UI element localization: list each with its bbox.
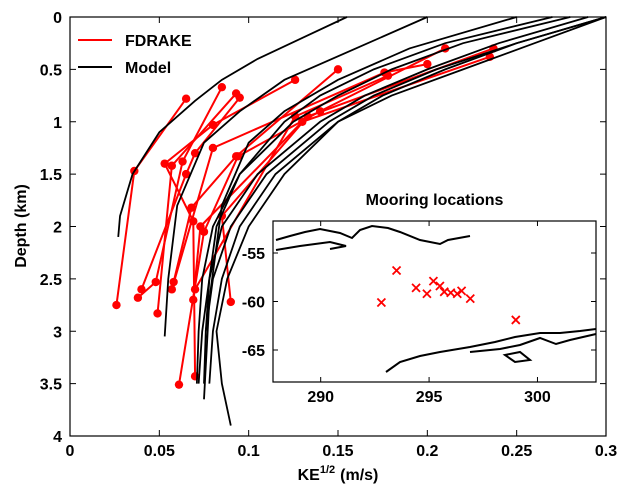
profile-line: [197, 16, 589, 384]
profile-point: [178, 157, 187, 166]
x-tick-label: 0.15: [322, 443, 353, 460]
profile-point: [290, 75, 300, 85]
profile-point: [137, 285, 146, 294]
profile-point: [153, 309, 162, 318]
y-tick-label: -60: [242, 295, 265, 312]
y-tick-label: 3: [53, 324, 62, 341]
plot-frame: [69, 16, 607, 437]
inset-title: Mooring locations: [366, 192, 504, 209]
x-tick-label: 0.05: [144, 443, 175, 460]
coastline-north: [275, 240, 347, 251]
profile-line: [140, 97, 241, 290]
mooring-marker: [422, 289, 432, 299]
y-tick-label: 2: [53, 220, 62, 237]
profile-line: [203, 16, 517, 400]
profile-point: [112, 300, 121, 310]
x-axis-label: KE1/2 (m/s): [298, 464, 379, 484]
coastline: [275, 224, 597, 373]
profile-point: [187, 203, 196, 212]
mooring-marker: [391, 265, 402, 276]
y-tick-label: 1: [53, 115, 62, 132]
x-tick-label: 0.2: [416, 443, 438, 460]
y-tick-label: -55: [242, 246, 265, 263]
mooring-marker: [452, 289, 462, 299]
y-axis-label: Depth (km): [13, 184, 30, 268]
legend-label: FDRAKE: [125, 33, 192, 50]
legend-label: Model: [125, 60, 171, 77]
profile-point: [167, 161, 177, 170]
profile-line: [172, 68, 339, 283]
mooring-marker: [376, 297, 387, 308]
x-tick-label: 295: [416, 389, 443, 406]
profile-point: [383, 71, 393, 80]
mooring-marker: [435, 281, 445, 291]
profile-point: [333, 65, 343, 74]
profile-point: [199, 227, 209, 236]
profile-point: [174, 380, 184, 389]
profile-point: [423, 59, 432, 69]
mooring-marker: [456, 286, 467, 296]
x-tick-label: 290: [307, 389, 334, 406]
y-tick-label: 0: [53, 10, 62, 27]
profile-point: [181, 94, 191, 103]
profile-point: [208, 143, 218, 153]
profile-point: [190, 148, 200, 158]
y-tick-label: 1.5: [40, 167, 62, 184]
main-plot: 0 0.05 0.1 0.15 0.2 0.25 0.3 0 0.5 1 1.5 2 2.5 3 3.5 4 F…: [13, 10, 617, 484]
inset-background: [273, 221, 596, 382]
x-tick-label: 0: [66, 443, 75, 460]
profile-point: [181, 169, 191, 179]
x-tick-label: 0.3: [595, 443, 617, 460]
inset-frame: [272, 220, 597, 383]
profile-point: [169, 277, 178, 287]
profile-point: [167, 285, 177, 294]
profile-point: [217, 82, 227, 92]
coastline-south: [469, 333, 597, 353]
profile-line: [195, 16, 571, 384]
coastline-south: [502, 350, 533, 364]
x-tick-label: 0.1: [238, 443, 260, 460]
profile-line: [215, 16, 607, 426]
y-tick-label: 3.5: [40, 377, 62, 394]
profile-point: [315, 107, 325, 116]
x-tick-label: 0.25: [501, 443, 532, 460]
profile-point: [151, 277, 160, 287]
y-tick-label: 2.5: [40, 272, 62, 289]
profile-point: [235, 93, 244, 102]
y-tick-label: -65: [242, 343, 265, 360]
mooring-marker: [465, 293, 475, 304]
profile-point: [160, 159, 169, 168]
profile-line: [137, 86, 223, 299]
profile-point: [133, 293, 143, 302]
profile-point: [190, 285, 200, 294]
x-tick-label: 300: [524, 389, 551, 406]
y-tick-label: 0.5: [40, 62, 62, 79]
mooring-marker: [439, 287, 449, 297]
inset-plot: 290 295 300 -55 -60 -65 Mooring locations: [242, 192, 597, 406]
profile-line: [208, 16, 607, 384]
profile-line: [163, 16, 428, 337]
mooring-marker: [511, 315, 521, 325]
mooring-marker: [428, 276, 439, 286]
y-tick-label: 4: [53, 429, 62, 446]
mooring-marker: [411, 283, 421, 293]
profile-point: [226, 297, 235, 307]
profile-point: [231, 152, 241, 161]
profile-line: [204, 16, 553, 332]
profile-point: [189, 217, 198, 226]
profile-line: [117, 16, 348, 238]
coastline-north: [275, 224, 471, 246]
profile-line: [220, 47, 494, 303]
coastline-south: [385, 328, 597, 373]
